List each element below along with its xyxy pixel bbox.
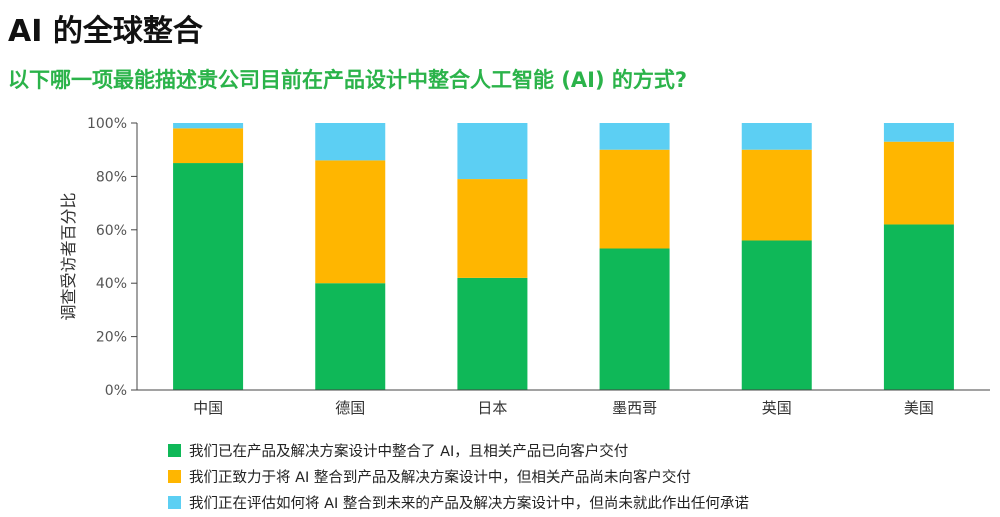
- bar-segment: [883, 123, 954, 142]
- x-tick-label: 日本: [477, 399, 507, 417]
- x-tick-label: 美国: [904, 399, 934, 417]
- bar-segment: [599, 248, 670, 390]
- bar-segment: [173, 128, 244, 164]
- bar-segment: [599, 149, 670, 249]
- bar-segment: [315, 160, 386, 284]
- bar-segment: [457, 123, 528, 180]
- legend-swatch: [168, 469, 181, 483]
- bar-segment: [883, 141, 954, 225]
- bar-segment: [457, 277, 528, 390]
- x-tick-label: 德国: [335, 399, 365, 417]
- legend-label: 我们已在产品及解决方案设计中整合了 AI，且相关产品已向客户交付: [189, 443, 629, 460]
- bar-segment: [315, 283, 386, 390]
- bar-segment: [457, 179, 528, 278]
- y-axis-title: 调查受访者百分比: [59, 192, 78, 320]
- y-tick-label: 80%: [96, 169, 127, 185]
- x-tick-label: 墨西哥: [612, 399, 657, 417]
- bar-segment: [173, 163, 244, 390]
- y-tick-label: 20%: [96, 330, 127, 346]
- bar-segment: [883, 224, 954, 390]
- bar-segment: [741, 149, 812, 241]
- legend-label: 我们正致力于将 AI 整合到产品及解决方案设计中，但相关产品尚未向客户交付: [189, 469, 691, 486]
- legend-label: 我们正在评估如何将 AI 整合到未来的产品及解决方案设计中，但尚未就此作出任何承…: [189, 495, 749, 512]
- bar-segment: [173, 123, 244, 129]
- chart-question: 以下哪一项最能描述贵公司目前在产品设计中整合人工智能 (AI) 的方式?: [8, 68, 688, 92]
- y-tick-label: 100%: [87, 116, 127, 132]
- legend-item: 我们正在评估如何将 AI 整合到未来的产品及解决方案设计中，但尚未就此作出任何承…: [168, 489, 749, 515]
- x-tick-label: 中国: [193, 399, 223, 417]
- legend-swatch: [168, 443, 181, 457]
- bar-segment: [741, 123, 812, 150]
- bar-segment: [315, 123, 386, 161]
- legend: 我们已在产品及解决方案设计中整合了 AI，且相关产品已向客户交付我们正致力于将 …: [168, 437, 749, 515]
- legend-item: 我们已在产品及解决方案设计中整合了 AI，且相关产品已向客户交付: [168, 437, 749, 463]
- legend-swatch: [168, 495, 181, 509]
- y-tick-label: 0%: [105, 383, 127, 399]
- x-tick-label: 英国: [762, 399, 792, 417]
- y-tick-label: 60%: [96, 223, 127, 239]
- bar-segment: [599, 123, 670, 150]
- page-title: AI 的全球整合: [8, 14, 203, 49]
- bar-segment: [741, 240, 812, 390]
- y-tick-label: 40%: [96, 276, 127, 292]
- legend-item: 我们正致力于将 AI 整合到产品及解决方案设计中，但相关产品尚未向客户交付: [168, 463, 749, 489]
